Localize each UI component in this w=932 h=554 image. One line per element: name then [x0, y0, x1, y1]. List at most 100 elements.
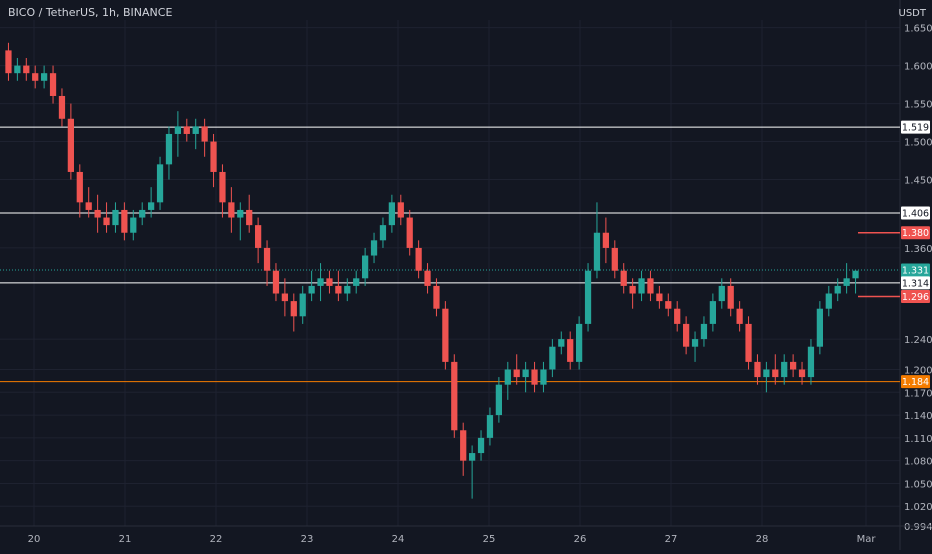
- candle-body: [41, 73, 48, 81]
- candle-body: [629, 285, 636, 294]
- candle-body: [504, 369, 511, 385]
- candle-body: [424, 270, 431, 286]
- candle-body: [156, 164, 164, 203]
- candle-body: [460, 430, 467, 461]
- candle-body: [210, 141, 217, 172]
- candle-body: [638, 278, 645, 294]
- price-label-resistance: 1.314: [902, 278, 929, 289]
- y-tick-label: 1.600: [904, 62, 932, 73]
- price-label-bg: [901, 120, 930, 134]
- candle-body: [442, 308, 449, 362]
- candle-body: [611, 247, 618, 271]
- candle-body: [112, 209, 119, 226]
- candle-body: [139, 209, 146, 218]
- candle-body: [281, 293, 288, 302]
- candle-body: [469, 453, 476, 461]
- y-tick-label: 0.994: [904, 522, 932, 533]
- candle-body: [584, 270, 592, 324]
- candle-body: [674, 308, 681, 324]
- candle-body: [691, 339, 699, 347]
- candle-body: [754, 361, 761, 378]
- candle-body: [32, 73, 39, 81]
- price-label-bg: [901, 206, 930, 220]
- candle-body: [727, 285, 734, 309]
- candle-body: [5, 50, 12, 74]
- candle-body: [379, 225, 387, 241]
- candle-body: [317, 278, 324, 286]
- price-label-bg: [901, 375, 930, 389]
- x-tick-label: 27: [665, 534, 678, 545]
- candle-body: [790, 361, 797, 370]
- price-label-resistance: 1.406: [902, 208, 929, 219]
- candle-body: [816, 308, 823, 347]
- candle-body: [665, 301, 672, 309]
- candle-body: [219, 171, 226, 203]
- candle-body: [130, 217, 137, 233]
- price-label-marker: 1.296: [902, 292, 929, 303]
- candle-body: [362, 255, 369, 279]
- price-label-support: 1.184: [902, 377, 929, 388]
- symbol-title[interactable]: BICO / TetherUS, 1h, BINANCE: [8, 6, 173, 19]
- candle-body: [852, 270, 859, 279]
- candle-body: [602, 232, 609, 248]
- currency-label[interactable]: USDT: [898, 8, 926, 19]
- candle-body: [246, 209, 253, 226]
- y-tick-label: 1.200: [904, 365, 932, 376]
- candle-body: [781, 361, 788, 378]
- candle-body: [58, 95, 66, 119]
- x-tick-label: 25: [483, 534, 496, 545]
- price-label-resistance: 1.519: [902, 123, 929, 134]
- candle-body: [558, 339, 565, 347]
- candle-body: [807, 346, 815, 378]
- y-tick-label: 1.240: [904, 335, 932, 346]
- candle-body: [576, 323, 583, 362]
- candle-body: [94, 209, 101, 218]
- candle-body: [49, 73, 57, 96]
- price-label-last_price: 1.331: [902, 265, 929, 276]
- candle-body: [388, 202, 395, 226]
- candle-body: [85, 202, 92, 210]
- candle-body: [709, 301, 716, 324]
- candle-body: [763, 369, 770, 378]
- candle-body: [237, 209, 244, 218]
- price-label-bg: [901, 226, 930, 240]
- candle-body: [700, 323, 708, 340]
- candle-body: [406, 217, 413, 248]
- candle-body: [183, 126, 190, 134]
- x-tick-label: 22: [210, 534, 223, 545]
- price-label-bg: [901, 290, 930, 304]
- y-tick-label: 1.020: [904, 502, 932, 513]
- y-tick-label: 1.050: [904, 479, 932, 490]
- x-tick-label: 28: [756, 534, 769, 545]
- candle-body: [745, 323, 752, 362]
- candle-body: [531, 369, 538, 385]
- y-tick-label: 1.170: [904, 388, 932, 399]
- x-tick-label: 23: [301, 534, 314, 545]
- candle-body: [843, 278, 850, 286]
- y-tick-label: 1.140: [904, 411, 932, 422]
- candle-body: [513, 369, 520, 378]
- candle-body: [192, 126, 199, 134]
- candle-body: [148, 202, 155, 210]
- candle-body: [718, 285, 725, 302]
- x-tick-label: 21: [119, 534, 132, 545]
- candle-body: [834, 285, 841, 294]
- candle-body: [14, 65, 21, 74]
- candle-body: [174, 126, 181, 134]
- candle-body: [370, 240, 378, 256]
- y-tick-label: 1.650: [904, 24, 932, 35]
- candle-body: [67, 118, 74, 172]
- candle-body: [353, 278, 360, 286]
- candle-body: [656, 293, 663, 302]
- candle-body: [344, 285, 351, 294]
- x-tick-label: Mar: [857, 534, 877, 545]
- x-tick-label: 26: [574, 534, 587, 545]
- y-tick-label: 1.080: [904, 457, 932, 468]
- candle-body: [825, 293, 832, 309]
- candle-body: [121, 209, 128, 233]
- candle-body: [415, 247, 422, 271]
- candle-body: [798, 369, 806, 378]
- candle-body: [263, 247, 271, 271]
- candle-body: [335, 285, 342, 294]
